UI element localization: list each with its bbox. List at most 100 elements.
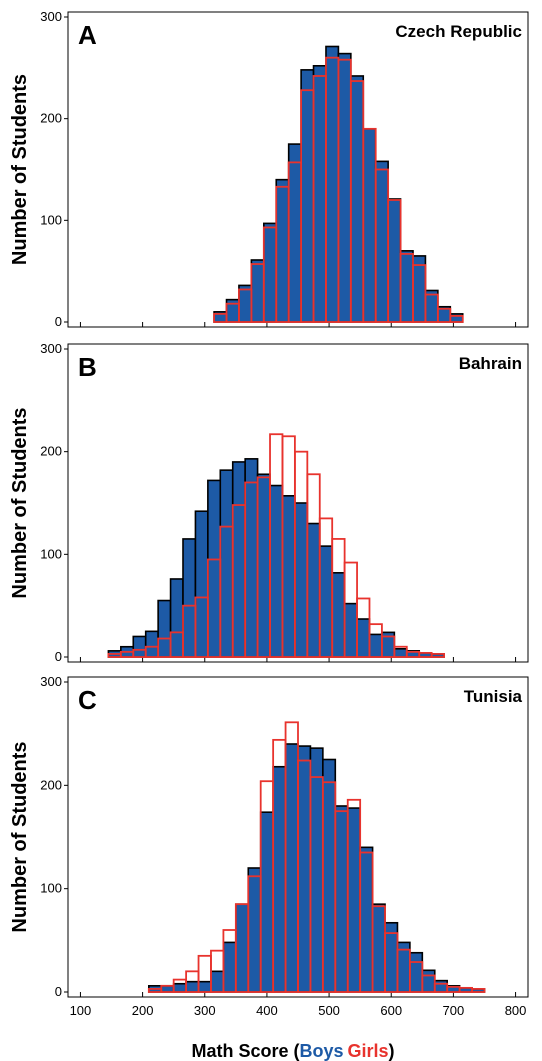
y-tick-label: 100 (40, 546, 62, 561)
plot-frame (67, 676, 529, 998)
panel-a: 0 100 200 300 Number of Students A Czech Repub… (9, 9, 529, 329)
x-tick-label: 100 (70, 1003, 92, 1018)
boys-bar (356, 618, 371, 658)
x-tick-label: 800 (505, 1003, 527, 1018)
boys-bar (235, 903, 250, 993)
girls-bar (471, 988, 486, 993)
y-axis-title: Number of Students (9, 741, 31, 932)
x-tick-label: 300 (194, 1003, 216, 1018)
x-tick-label: 700 (443, 1003, 465, 1018)
boys-bar (297, 745, 312, 993)
boys-series (148, 743, 486, 993)
boys-bar (281, 495, 296, 658)
x-axis-title-prefix: Math Score ( (191, 1041, 299, 1061)
boys-bar (169, 578, 184, 658)
boys-bar (259, 811, 274, 993)
boys-bar (207, 479, 222, 658)
x-axis-title-boys: Boys (299, 1041, 343, 1061)
boys-bar (368, 633, 383, 658)
x-tick-label: 200 (132, 1003, 154, 1018)
boys-bar (185, 980, 200, 993)
boys-bar (331, 572, 346, 658)
x-axis-title-girls: Girls (348, 1041, 389, 1061)
girls-bar (449, 314, 464, 323)
boys-bar (160, 984, 175, 993)
y-tick-label: 300 (40, 341, 62, 356)
y-tick-label: 200 (40, 777, 62, 792)
y-tick-label: 0 (55, 314, 62, 329)
boys-bar (322, 758, 337, 993)
boys-bar (312, 65, 327, 323)
panel-b: 0 100 200 300 Number of Students B Bahrain (9, 341, 529, 664)
x-axis-title-suffix: ) (389, 1041, 395, 1061)
y-tick-label: 200 (40, 111, 62, 126)
boys-bar (132, 635, 147, 658)
boys-bar (346, 807, 361, 993)
boys-bar (197, 980, 212, 993)
panel-label: B (78, 352, 97, 382)
y-tick-label: 0 (55, 984, 62, 999)
boys-bar (182, 538, 197, 658)
x-tick-label: 600 (380, 1003, 402, 1018)
x-tick-label: 400 (256, 1003, 278, 1018)
boys-bar (256, 473, 271, 658)
panel-label: C (78, 685, 97, 715)
girls-bar (430, 653, 445, 658)
boys-bar (222, 941, 237, 993)
girls-series (107, 433, 445, 658)
country-title: Czech Republic (395, 22, 522, 41)
boys-bar (275, 178, 290, 323)
boys-bar (250, 259, 265, 323)
boys-bar (393, 647, 408, 658)
boys-bar (272, 765, 287, 993)
boys-bar (263, 222, 278, 323)
boys-bar (359, 846, 374, 993)
boys-bar (238, 284, 253, 323)
plot-frame (67, 343, 529, 663)
girls-series (147, 721, 486, 993)
y-tick-label: 100 (40, 212, 62, 227)
boys-bar (219, 469, 234, 658)
boys-bar (247, 867, 262, 993)
boys-series (107, 458, 445, 658)
boys-bar (157, 599, 172, 658)
y-tick-label: 300 (40, 674, 62, 689)
girls-series (213, 56, 464, 323)
boys-bar (210, 970, 225, 993)
boys-bar (374, 160, 389, 323)
country-title: Tunisia (464, 687, 523, 706)
boys-bar (309, 747, 324, 993)
boys-bar (371, 903, 386, 993)
panels: 0 100 200 300 Number of Students A Czech Repub… (9, 9, 529, 999)
boys-bar (300, 69, 315, 323)
boys-bar (306, 522, 321, 658)
boys-bar (343, 602, 358, 658)
boys-bar (231, 461, 246, 658)
x-axis: 100 200 300 400 500 600 700 800 (70, 1003, 527, 1018)
boys-bar (144, 630, 159, 658)
y-tick-label: 300 (40, 9, 62, 24)
boys-bar (318, 545, 333, 658)
boys-bar (325, 45, 340, 323)
y-tick-label: 100 (40, 881, 62, 896)
y-tick-label: 200 (40, 444, 62, 459)
boys-bar (294, 502, 309, 658)
boys-bar (409, 951, 424, 993)
x-axis-title: Math Score (Boys Girls) (191, 1041, 394, 1061)
plot-frame (67, 11, 529, 328)
y-axis-title: Number of Students (9, 407, 31, 598)
boys-bar (399, 250, 414, 323)
boys-bar (362, 128, 377, 323)
boys-bar (194, 510, 209, 658)
boys-bar (284, 743, 299, 993)
boys-bar (387, 198, 402, 323)
panel-c: 0 100 200 300 Number of Students C Tunisia (9, 674, 529, 999)
boys-bar (433, 979, 448, 993)
boys-bar (287, 143, 302, 323)
boys-bar (334, 805, 349, 993)
boys-bar (350, 75, 365, 323)
y-axis-title: Number of Students (9, 74, 31, 265)
boys-bar (269, 484, 284, 658)
x-tick-label: 500 (318, 1003, 340, 1018)
